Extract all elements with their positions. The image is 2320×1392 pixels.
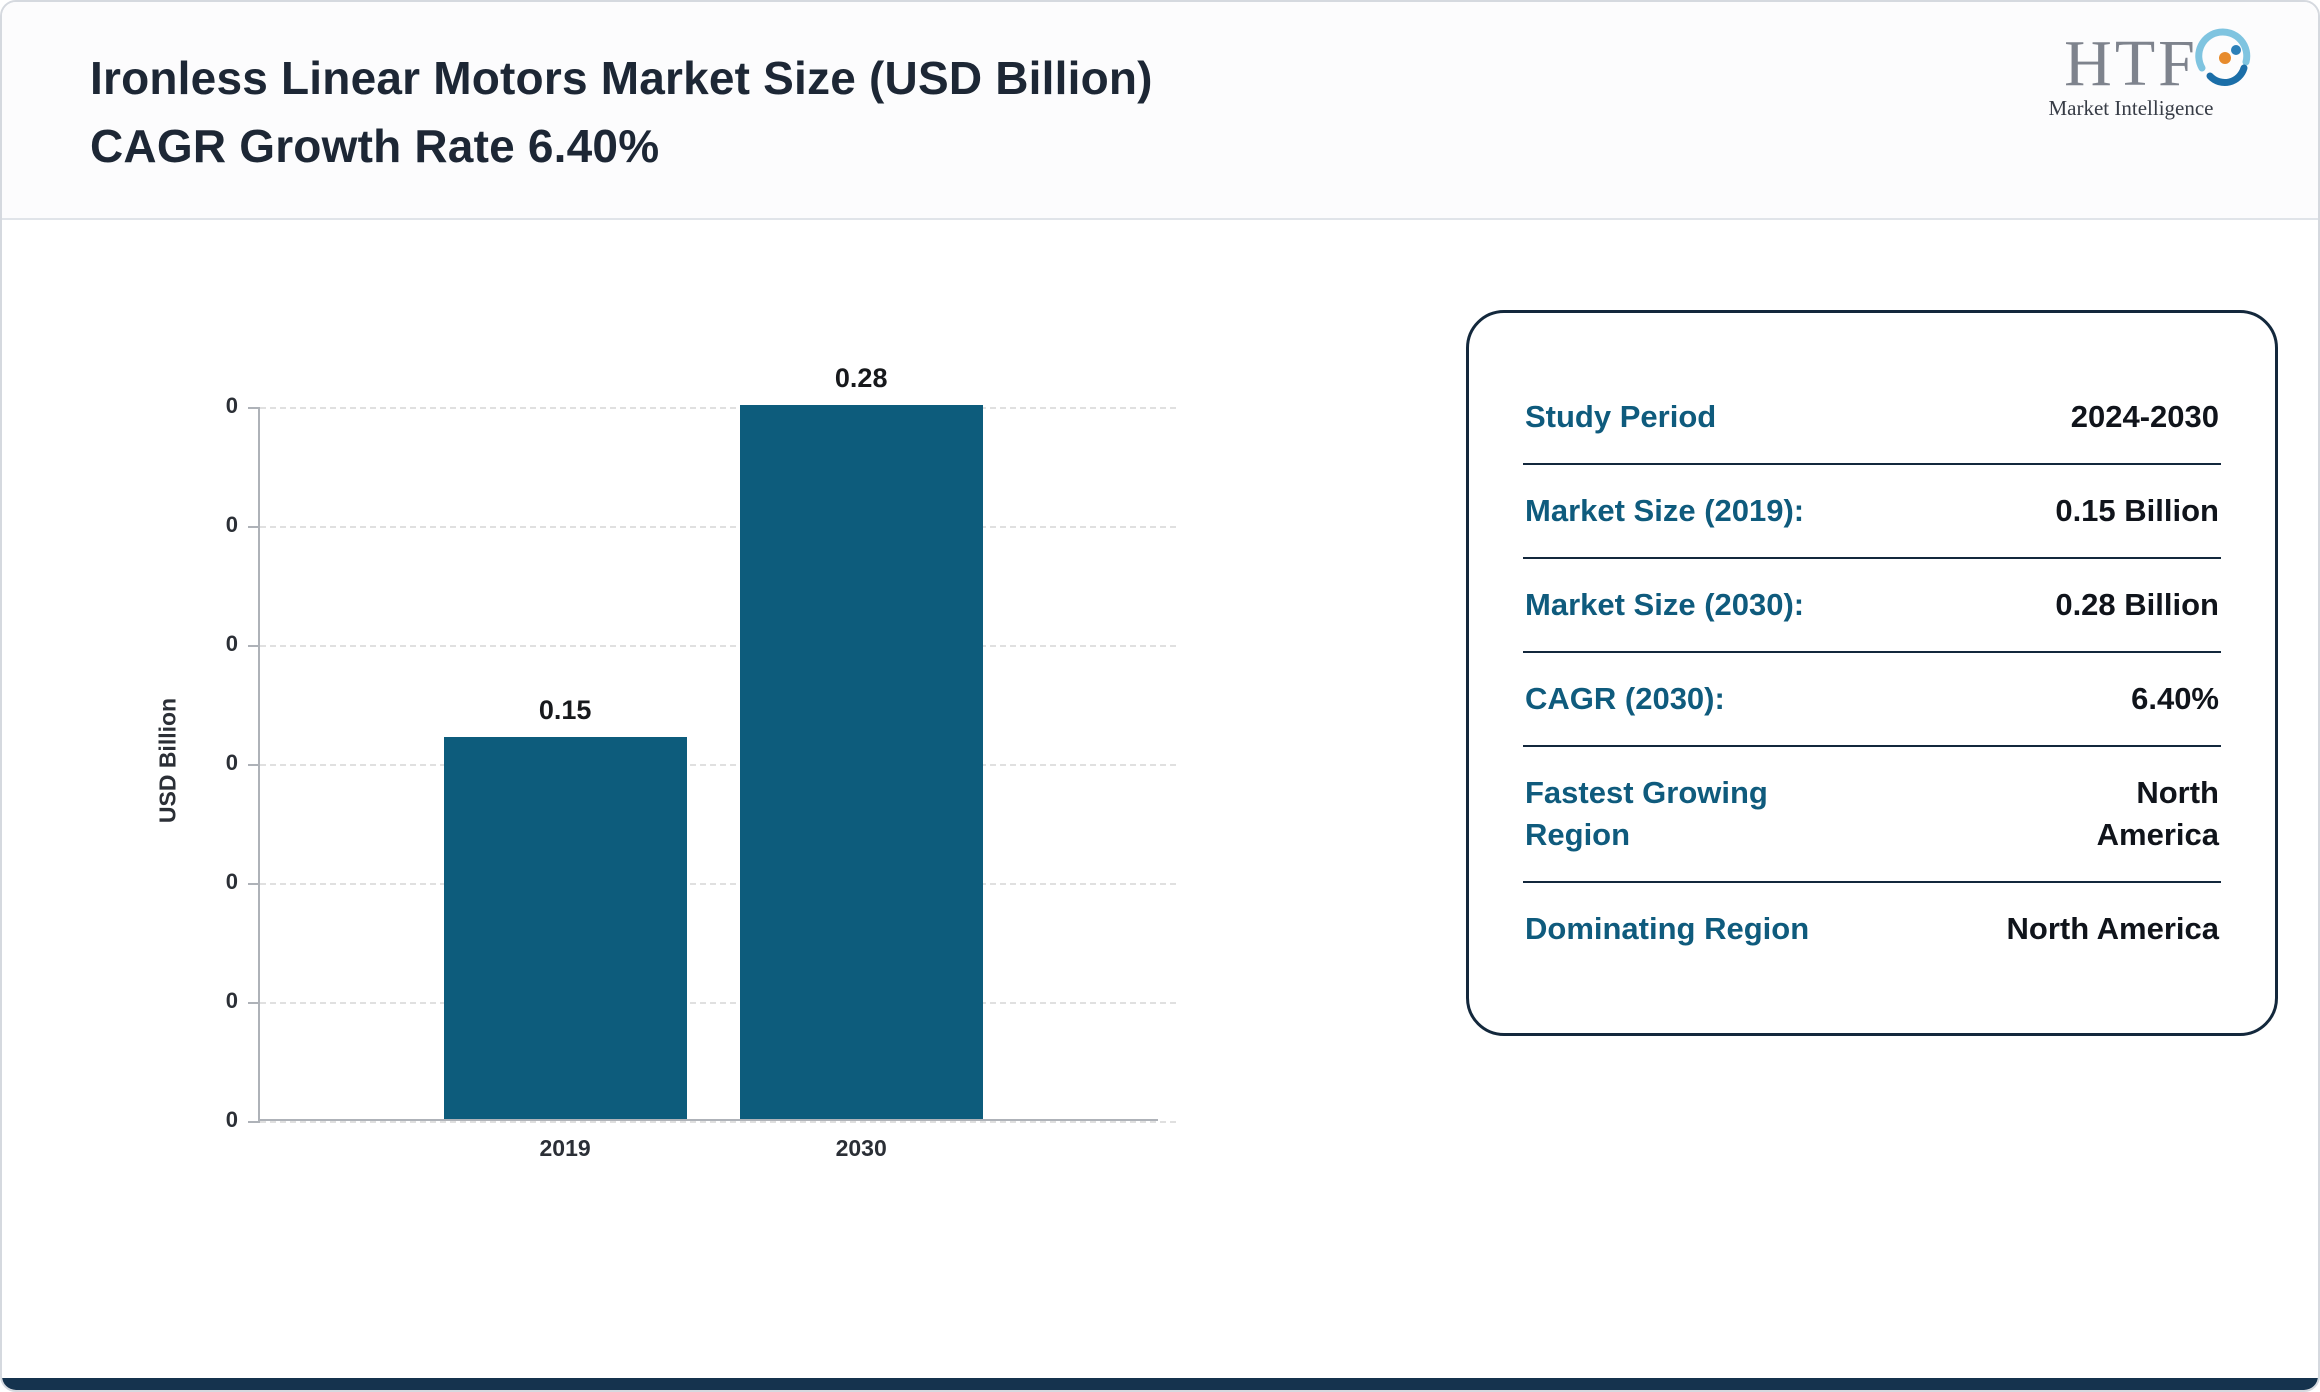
y-axis-tick: [248, 526, 260, 528]
bar-2030: [739, 405, 983, 1119]
bar-value-label: 0.28: [834, 363, 888, 393]
gridline: [260, 526, 1176, 528]
y-axis-tick: [248, 1002, 260, 1004]
info-row: CAGR (2030): 6.40%: [1523, 653, 2221, 747]
bar-chart-plot-area: 0 0 0 0 0 0 0 0.15 2019 0.28 2030: [226, 363, 1176, 1161]
header: Ironless Linear Motors Market Size (USD …: [2, 2, 2318, 220]
htf-logo-mark: HTF: [2064, 26, 2251, 102]
y-tick-label: 0: [225, 631, 238, 656]
y-axis-tick: [248, 764, 260, 766]
y-axis-tick: [248, 883, 260, 885]
info-row-value: 6.40%: [2131, 681, 2219, 716]
y-tick-label: 0: [225, 869, 238, 894]
gridline: [260, 645, 1176, 647]
info-row: Fastest Growing Region North America: [1523, 747, 2221, 883]
y-axis-tick: [248, 407, 260, 409]
info-row-value: North America: [2006, 911, 2219, 946]
info-row: Dominating Region North America: [1523, 883, 2221, 975]
bar-2019: [443, 736, 687, 1119]
page-title-line1: Ironless Linear Motors Market Size (USD …: [90, 52, 1153, 104]
gridline: [260, 407, 1176, 409]
gridline: [260, 1002, 1176, 1004]
info-row-label: Study Period: [1525, 399, 1717, 434]
info-row-value: 0.28 Billion: [2055, 587, 2219, 622]
info-row: Market Size (2019): 0.15 Billion: [1523, 465, 2221, 559]
htf-logo-subtext: Market Intelligence: [2048, 96, 2214, 120]
y-tick-label: 0: [225, 393, 238, 418]
info-row-value: North America: [2096, 775, 2219, 852]
htf-logo-text: HTF: [2064, 27, 2198, 100]
y-axis-tick: [248, 645, 260, 647]
info-row-label: Dominating Region: [1525, 911, 1810, 946]
y-tick-label: 0: [225, 750, 238, 775]
y-axis-label: USD Billion: [154, 697, 181, 824]
htf-swoosh-icon: [2192, 28, 2256, 97]
info-row-label: Fastest Growing Region: [1525, 775, 1768, 852]
x-tick-label: 2030: [835, 1135, 887, 1161]
y-tick-label: 0: [225, 1107, 238, 1132]
info-row-label: CAGR (2030):: [1525, 681, 1725, 716]
x-tick-label: 2019: [539, 1135, 591, 1161]
footer-accent-strip: [2, 1378, 2318, 1390]
gridline: [260, 1121, 1176, 1123]
info-row-value: 2024-2030: [2070, 399, 2219, 434]
y-tick-label: 0: [225, 988, 238, 1013]
info-row-value: 0.15 Billion: [2055, 493, 2219, 528]
info-row-label: Market Size (2030):: [1525, 587, 1805, 622]
gridline: [260, 764, 1176, 766]
info-row-label: Market Size (2019):: [1525, 493, 1805, 528]
info-row: Market Size (2030): 0.28 Billion: [1523, 559, 2221, 653]
page-title: Ironless Linear Motors Market Size (USD …: [90, 44, 1153, 180]
info-row: Study Period 2024-2030: [1523, 371, 2221, 465]
bar-value-label: 0.15: [538, 694, 592, 725]
page-title-line2: CAGR Growth Rate 6.40%: [90, 120, 660, 172]
htf-logo: HTF Market Intelligence: [2016, 26, 2251, 121]
y-tick-label: 0: [225, 512, 238, 537]
gridline: [260, 883, 1176, 885]
market-info-card: Study Period 2024-2030 Market Size (2019):…: [1466, 310, 2278, 1036]
y-axis-tick: [248, 1121, 260, 1123]
